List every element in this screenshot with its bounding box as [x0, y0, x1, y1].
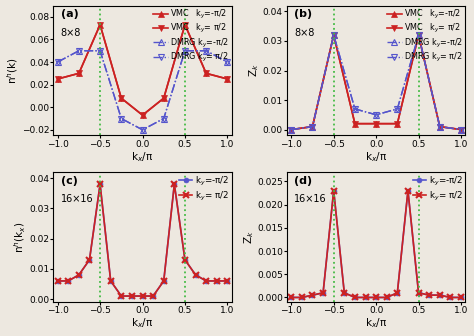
- Y-axis label: Z$_k$: Z$_k$: [242, 230, 255, 244]
- Y-axis label: Z$_k$: Z$_k$: [247, 64, 261, 77]
- Text: (c): (c): [61, 176, 77, 186]
- Y-axis label: n$^h$(k$_x$): n$^h$(k$_x$): [12, 221, 28, 253]
- Text: 8×8: 8×8: [294, 28, 315, 38]
- Legend: k$_y$=-π/2, k$_y$= π/2: k$_y$=-π/2, k$_y$= π/2: [178, 174, 230, 204]
- Text: 8×8: 8×8: [61, 28, 81, 38]
- Text: 16×16: 16×16: [294, 194, 327, 204]
- Text: 16×16: 16×16: [61, 194, 93, 204]
- X-axis label: k$_x$/π: k$_x$/π: [365, 150, 387, 164]
- X-axis label: k$_x$/π: k$_x$/π: [131, 150, 154, 164]
- Text: (b): (b): [294, 9, 312, 19]
- X-axis label: k$_x$/π: k$_x$/π: [365, 317, 387, 330]
- Legend: VMC   k$_y$=-π/2, VMC   k$_y$= π/2, DMRG k$_y$=-π/2, DMRG k$_y$= π/2: VMC k$_y$=-π/2, VMC k$_y$= π/2, DMRG k$_…: [386, 7, 464, 65]
- X-axis label: k$_x$/π: k$_x$/π: [131, 317, 154, 330]
- Legend: k$_y$=-π/2, k$_y$= π/2: k$_y$=-π/2, k$_y$= π/2: [412, 174, 464, 204]
- Text: (a): (a): [61, 9, 78, 19]
- Text: (d): (d): [294, 176, 312, 186]
- Y-axis label: n$^h$(k): n$^h$(k): [6, 57, 20, 84]
- Legend: VMC   k$_y$=-π/2, VMC   k$_y$= π/2, DMRG k$_y$=-π/2, DMRG k$_y$= π/2: VMC k$_y$=-π/2, VMC k$_y$= π/2, DMRG k$_…: [153, 7, 230, 65]
